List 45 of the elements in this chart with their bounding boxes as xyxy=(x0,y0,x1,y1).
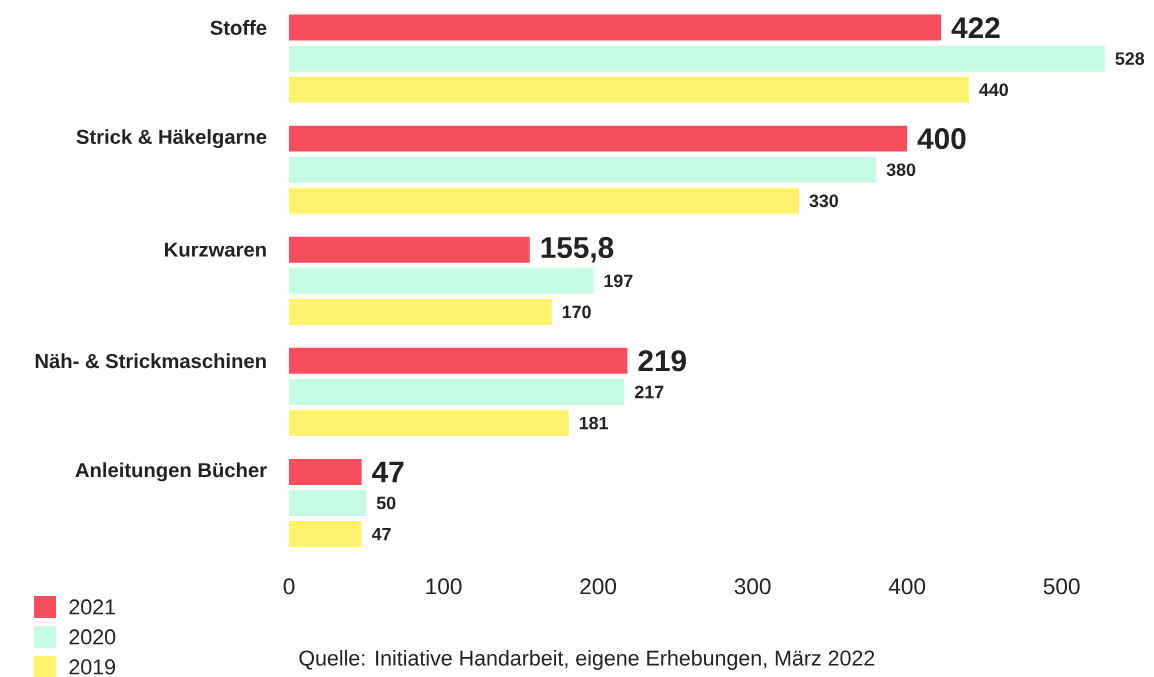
y-tick-label: Stoffe xyxy=(210,20,267,35)
data-label: 170 xyxy=(562,305,591,319)
legend-label: 2019 xyxy=(69,659,116,675)
bar xyxy=(289,156,877,183)
data-label: 197 xyxy=(604,274,633,288)
data-label: 422 xyxy=(951,17,1000,38)
y-tick-label: Strick & Häkelgarne xyxy=(76,129,267,149)
bar xyxy=(289,236,530,263)
y-tick-label: Kurzwaren xyxy=(165,242,266,257)
y-tick-label: Näh- & Strickmaschinen xyxy=(35,353,266,369)
x-tick-label: 500 xyxy=(1043,578,1080,595)
data-label: 155,8 xyxy=(541,237,614,263)
data-label: 528 xyxy=(1115,52,1145,65)
legend-label: 2020 xyxy=(69,629,116,645)
data-label: 217 xyxy=(634,385,664,399)
data-label: 400 xyxy=(917,128,966,150)
data-label: 47 xyxy=(372,461,404,483)
data-label: 440 xyxy=(979,83,1008,97)
data-label: 50 xyxy=(376,496,396,510)
legend-label: 2021 xyxy=(69,599,115,615)
x-tick-label: 200 xyxy=(580,578,617,595)
y-tick-label: Anleitungen Bücher xyxy=(75,462,267,482)
bar xyxy=(289,347,628,374)
bar xyxy=(289,378,625,405)
x-tick-label: 0 xyxy=(283,578,295,595)
data-label: 219 xyxy=(638,350,686,372)
x-tick-label: 300 xyxy=(734,578,771,595)
x-tick-label: 100 xyxy=(426,578,462,595)
data-label: 181 xyxy=(579,416,608,430)
bar xyxy=(289,458,362,485)
bar xyxy=(289,298,552,325)
bar xyxy=(289,14,942,41)
data-label: 380 xyxy=(886,163,916,177)
source-note: Quelle: Initiative Handarbeit, eigene Erhebungen, März 2022 xyxy=(299,649,875,670)
bar xyxy=(289,125,908,152)
bar xyxy=(289,410,569,437)
data-label: 47 xyxy=(371,527,391,541)
bar xyxy=(289,267,594,294)
bar xyxy=(289,187,799,214)
x-tick-label: 400 xyxy=(888,578,926,595)
bar xyxy=(289,490,367,517)
data-label: 330 xyxy=(809,194,838,208)
bar xyxy=(289,76,969,103)
bar xyxy=(289,521,362,548)
bar xyxy=(289,45,1105,72)
